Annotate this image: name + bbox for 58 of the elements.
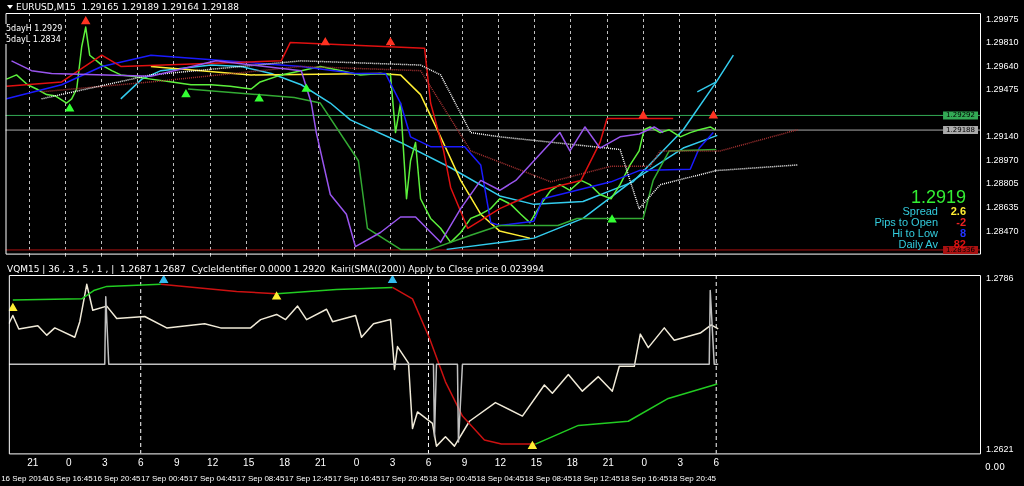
x-tick-label: 17 Sep 16:45 bbox=[332, 474, 381, 484]
annotation: Daily Av bbox=[898, 238, 938, 250]
x-tick-label: 17 Sep 08:45 bbox=[236, 474, 285, 484]
x-tick-label: 17 Sep 20:45 bbox=[380, 474, 429, 484]
y-tick-label: 1.28805 bbox=[986, 178, 1019, 189]
y-tick-label: 1.28635 bbox=[986, 202, 1019, 213]
x-tick-label: 16 Sep 20:45 bbox=[92, 474, 142, 484]
x2-tick-label: 3 bbox=[677, 457, 684, 469]
x-tick-label: 18 Sep 16:45 bbox=[620, 474, 669, 484]
x2-tick-label: 21 bbox=[315, 457, 327, 469]
annotation: -2 bbox=[955, 216, 966, 228]
x2-tick-label: 6 bbox=[425, 457, 432, 469]
x-tick-label: 17 Sep 12:45 bbox=[284, 474, 333, 484]
x2-tick-label: 9 bbox=[461, 457, 468, 469]
x2-tick-label: 6 bbox=[713, 457, 720, 469]
x-tick-label: 18 Sep 12:45 bbox=[572, 474, 621, 484]
y-tick-label: 1.28470 bbox=[986, 225, 1019, 236]
y-tick-label: 1.29975 bbox=[986, 13, 1019, 24]
annotation: 5dayL 1.2834 bbox=[5, 35, 62, 44]
x-tick-label: 18 Sep 00:45 bbox=[428, 474, 477, 484]
annotation: 8 bbox=[958, 227, 966, 239]
x-tick-label: 17 Sep 04:45 bbox=[188, 474, 237, 484]
x-tick-label: 16 Sep 16:45 bbox=[44, 474, 94, 484]
y-tick-label: 1.28970 bbox=[986, 155, 1019, 166]
chart-title: VQM15 | 36 , 3 , 5 , 1 , | 1.2687 1.2687 CycleIdentifier 0.0000 1.2920 Kairi(SMA((200)) Apply to Close price 0.023994 bbox=[7, 264, 544, 274]
x-tick-label: 17 Sep 00:45 bbox=[140, 474, 190, 484]
x2-tick-label: 21 bbox=[602, 457, 615, 469]
x2-tick-label: 3 bbox=[389, 457, 396, 469]
annotation: Spread bbox=[902, 205, 938, 217]
annotation: 1.2919 bbox=[909, 187, 966, 207]
y-tick-label: 1.2786 bbox=[986, 272, 1014, 283]
x2-tick-label: 18 bbox=[279, 457, 291, 469]
annotation: 2.6 bbox=[949, 205, 966, 217]
x-tick-label: 18 Sep 08:45 bbox=[524, 474, 573, 484]
x2-tick-label: 21 bbox=[27, 457, 39, 469]
text: 0.00 bbox=[983, 462, 1006, 472]
annotation: 5dayH 1.2929 bbox=[5, 24, 64, 33]
chart-title: EURUSD,M15 1.29165 1.29189 1.29164 1.29188 bbox=[16, 2, 240, 12]
annotation: Hi to Low bbox=[892, 227, 938, 239]
x2-tick-label: 12 bbox=[494, 457, 507, 469]
x2-tick-label: 15 bbox=[243, 457, 255, 469]
x2-tick-label: 18 bbox=[566, 457, 579, 469]
y-tick-label: 1.29640 bbox=[986, 60, 1019, 71]
x2-tick-label: 0 bbox=[641, 457, 648, 469]
y-tick-label: 1.2621 bbox=[986, 443, 1014, 454]
x-tick-label: 18 Sep 20:45 bbox=[668, 474, 717, 484]
x2-tick-label: 12 bbox=[207, 457, 219, 469]
x2-tick-label: 0 bbox=[66, 457, 72, 469]
x2-tick-label: 15 bbox=[530, 457, 543, 469]
x2-tick-label: 9 bbox=[173, 457, 180, 469]
y-tick-label: 1.29140 bbox=[986, 131, 1019, 142]
y-tick-label: 1.29475 bbox=[986, 84, 1019, 95]
x-tick-label: 18 Sep 04:45 bbox=[476, 474, 525, 484]
y-tick-label: 1.29810 bbox=[986, 37, 1019, 48]
x2-tick-label: 3 bbox=[101, 457, 108, 469]
x2-tick-label: 0 bbox=[353, 457, 360, 469]
annotation: Pips to Open bbox=[874, 216, 938, 228]
x2-tick-label: 6 bbox=[137, 457, 144, 469]
